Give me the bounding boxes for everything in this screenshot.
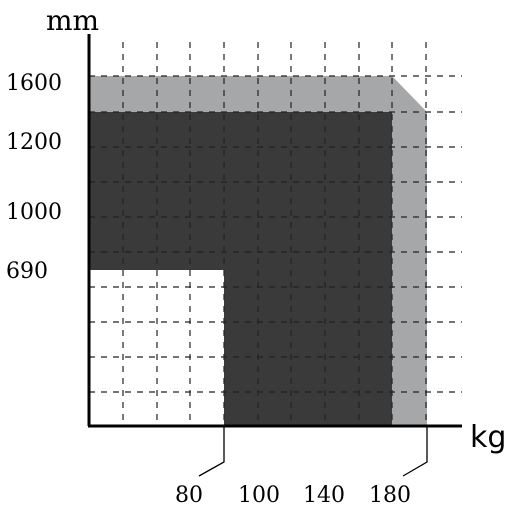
- grid-lines: [89, 42, 462, 425]
- x-tick-label: 140: [303, 483, 345, 508]
- y-tick-label: 1600: [6, 71, 62, 96]
- inner-capacity-area: [89, 112, 392, 425]
- x-unit-label: kg: [470, 420, 506, 455]
- y-tick-label: 1200: [6, 130, 62, 155]
- x-tick-label: 80: [175, 483, 203, 508]
- y-tick-label: 690: [6, 259, 48, 284]
- x-tick-label: 180: [369, 483, 411, 508]
- x-tick-label: 100: [238, 483, 280, 508]
- leader-line-80: [198, 426, 225, 477]
- y-unit-label: mm: [46, 4, 99, 37]
- y-tick-label: 1000: [6, 200, 62, 225]
- leader-line-180: [402, 426, 428, 477]
